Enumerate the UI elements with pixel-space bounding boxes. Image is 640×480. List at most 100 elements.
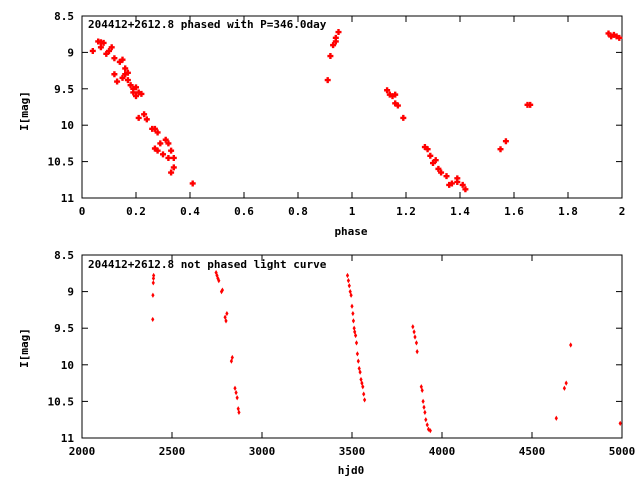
data-point: [527, 101, 534, 108]
data-point: [135, 114, 142, 121]
data-point: [613, 33, 620, 40]
data-point: [427, 152, 434, 159]
data-point: [130, 85, 137, 92]
data-point: [562, 385, 566, 391]
x-tick-label: 0.4: [180, 205, 200, 218]
data-point: [119, 74, 126, 81]
data-point: [446, 181, 453, 188]
data-point: [423, 409, 427, 415]
data-point: [124, 77, 131, 84]
data-point: [157, 140, 164, 147]
data-point: [394, 102, 401, 109]
y-tick-label: 11: [61, 192, 75, 205]
data-point: [235, 395, 239, 401]
data-point: [415, 349, 419, 355]
data-point: [425, 422, 429, 428]
x-tick-label: 4000: [429, 445, 456, 458]
data-point: [168, 169, 175, 176]
data-point: [414, 340, 419, 346]
data-point: [162, 136, 169, 143]
panel-title: 204412+2612.8 phased with P=346.0day: [88, 18, 327, 31]
phased-light-curve-panel: 204412+2612.8 phased with P=346.0day pha…: [18, 10, 625, 238]
data-point: [347, 283, 351, 289]
data-point: [354, 332, 358, 339]
data-point: [170, 154, 177, 161]
x-tick-label: 0: [79, 205, 86, 218]
data-point: [165, 154, 172, 161]
data-point: [237, 409, 241, 415]
data-point: [430, 160, 436, 167]
y-tick-label: 9: [67, 286, 74, 299]
data-point: [348, 289, 352, 295]
data-point: [443, 173, 450, 180]
data-point: [355, 351, 359, 357]
data-point: [224, 318, 228, 324]
data-point: [462, 186, 469, 193]
data-point: [424, 146, 431, 153]
data-point: [217, 278, 221, 284]
y-tick-label: 8.5: [54, 10, 74, 23]
data-point: [360, 380, 364, 386]
data-point: [236, 406, 240, 412]
x-tick-label: 1.2: [396, 205, 416, 218]
y-tick-label: 10: [61, 119, 74, 132]
data-point: [97, 44, 104, 51]
data-point: [352, 325, 356, 331]
data-point: [151, 145, 158, 152]
data-point: [454, 175, 461, 182]
data-point: [230, 354, 234, 361]
data-point: [357, 365, 361, 372]
data-point: [151, 280, 155, 286]
data-point: [234, 390, 238, 396]
data-point: [151, 316, 155, 323]
data-point: [170, 164, 177, 171]
data-point: [459, 181, 466, 188]
x-tick-label: 2500: [159, 445, 186, 458]
data-point: [346, 278, 350, 284]
x-tick-label: 0.8: [288, 205, 308, 218]
data-point: [130, 89, 137, 96]
data-point: [419, 384, 423, 390]
data-point: [422, 404, 426, 410]
data-point: [135, 89, 142, 96]
data-point: [124, 69, 131, 76]
data-point: [421, 398, 425, 404]
y-axis-label: I[mag]: [18, 91, 31, 131]
data-point: [608, 33, 615, 40]
data-point: [127, 82, 134, 89]
data-point: [332, 38, 339, 45]
data-point: [143, 116, 150, 123]
data-point: [111, 55, 118, 62]
data-point: [569, 342, 573, 348]
data-point: [424, 417, 428, 423]
data-point: [392, 100, 399, 107]
data-point: [605, 30, 612, 37]
data-point: [412, 329, 416, 335]
y-tick-label: 9.5: [54, 322, 74, 335]
x-tick-label: 3500: [339, 445, 366, 458]
data-point: [616, 34, 623, 41]
data-point: [497, 146, 504, 153]
data-point: [220, 287, 224, 293]
data-point: [351, 318, 356, 324]
data-point: [133, 84, 139, 91]
data-point: [332, 34, 339, 41]
data-point: [420, 387, 424, 394]
y-tick-label: 8.5: [54, 249, 74, 262]
plot-frame: [81, 254, 623, 439]
y-tick-label: 10.5: [48, 156, 75, 169]
x-tick-label: 5000: [609, 445, 636, 458]
data-point: [324, 77, 331, 84]
data-point: [103, 50, 110, 57]
data-point: [154, 147, 161, 154]
data-point: [392, 91, 399, 98]
data-point: [138, 90, 145, 97]
y-tick-label: 9: [67, 46, 74, 59]
data-point: [389, 93, 396, 100]
data-point: [564, 380, 568, 386]
data-point: [160, 151, 166, 158]
data-point: [345, 272, 350, 279]
data-point: [351, 310, 355, 317]
data-point: [362, 391, 366, 397]
